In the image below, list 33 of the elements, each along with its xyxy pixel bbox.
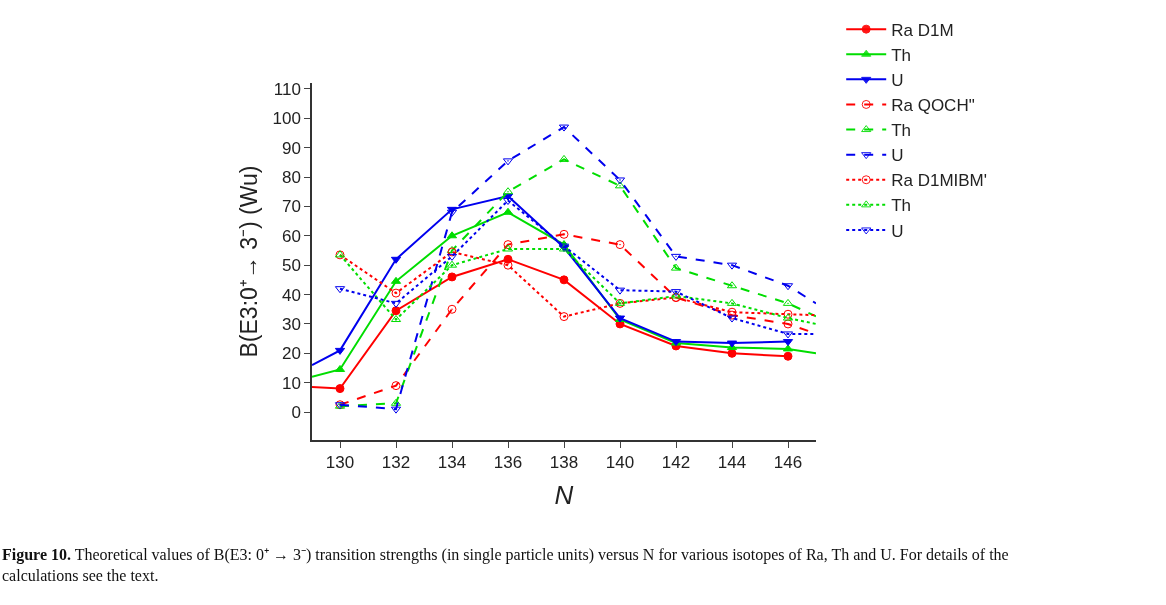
x-tick-label: 140	[605, 453, 635, 473]
y-tick-label: 10	[281, 373, 301, 393]
y-tick-label: 110	[273, 79, 301, 99]
x-tick-label: 130	[325, 453, 355, 473]
legend-label: Th	[891, 45, 912, 65]
x-tick-label: 138	[549, 453, 579, 473]
legend-label: Th	[891, 121, 912, 141]
y-tick-label: 30	[281, 314, 301, 334]
y-tick-label: 90	[281, 138, 301, 158]
x-tick-label: 136	[493, 453, 523, 473]
legend-label: Ra D1M	[891, 20, 954, 40]
x-tick-label: 132	[381, 453, 411, 473]
legend-label: Ra D1MIBM'	[891, 171, 988, 191]
y-tick-label: 60	[281, 226, 301, 246]
y-tick-label: 40	[281, 285, 301, 305]
legend-label: Th	[891, 196, 912, 216]
x-tick-label: 134	[437, 453, 467, 473]
legend-label: Ra QOCH"	[891, 96, 975, 116]
x-axis-title: N	[554, 480, 574, 511]
legend-label: U	[891, 221, 904, 241]
caption: Figure 10. Theoretical values of B(E3: 0⁺ → 3⁻) transition strengths (in single particle units) versus N for various isotopes of Ra, Th and U. For details of the calculations see the text.	[2, 546, 1009, 584]
y-tick-label: 100	[272, 109, 301, 129]
legend-label: U	[891, 70, 904, 90]
y-axis-title: B(E3:0⁺→ 3⁻) (Wu)	[236, 165, 263, 358]
x-tick-label: 146	[773, 453, 803, 473]
y-tick-label: 50	[281, 256, 301, 276]
y-tick-label: 80	[281, 167, 301, 187]
y-tick-label: 70	[281, 197, 301, 217]
y-tick-label: 0	[291, 403, 301, 423]
x-tick-label: 142	[661, 453, 691, 473]
y-tick-label: 20	[281, 344, 301, 364]
x-tick-label: 144	[717, 453, 747, 473]
legend-label: U	[891, 146, 904, 166]
